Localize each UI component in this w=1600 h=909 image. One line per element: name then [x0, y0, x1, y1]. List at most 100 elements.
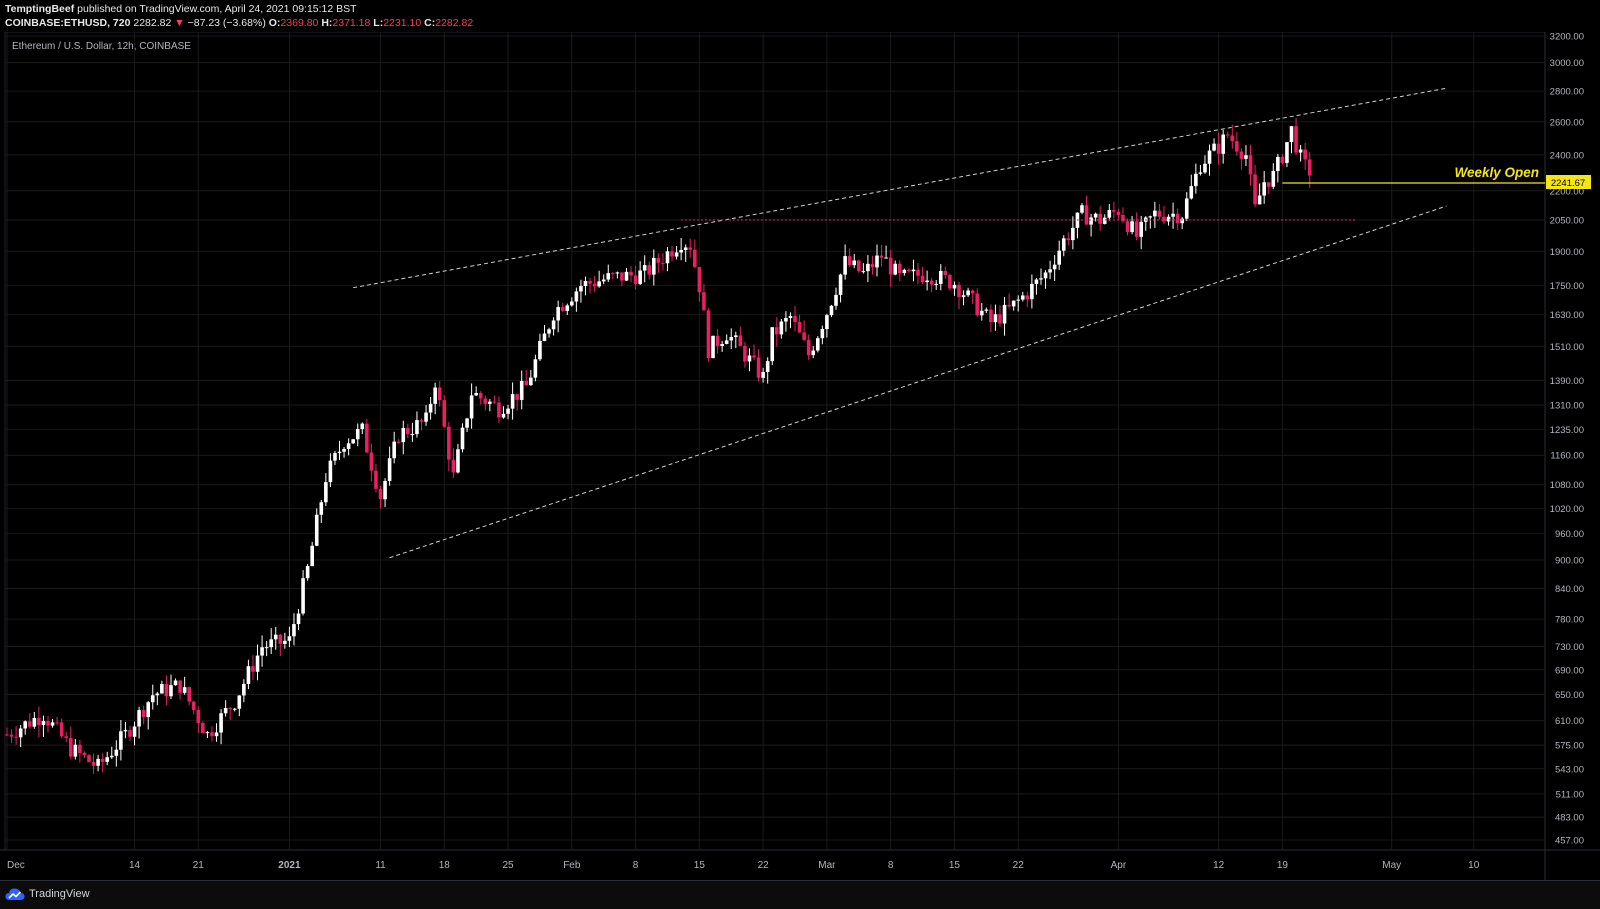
- candle-body: [114, 749, 119, 756]
- channel-lower-trendline[interactable]: [389, 205, 1447, 559]
- candle-body: [223, 708, 228, 714]
- candle-body: [706, 310, 711, 359]
- candle-body: [205, 732, 210, 734]
- candle-body: [173, 680, 178, 686]
- candle-body: [770, 327, 775, 362]
- author-name[interactable]: TemptingBeef: [5, 3, 75, 15]
- candle-body: [1303, 149, 1307, 160]
- candle-body: [774, 327, 779, 335]
- candle-body: [1020, 295, 1025, 300]
- candle-body: [319, 502, 324, 515]
- trendlines[interactable]: [353, 87, 1447, 559]
- published-text: published on TradingView.com, April 24, …: [77, 3, 357, 15]
- candle-body: [879, 255, 884, 258]
- candle-body: [1007, 304, 1011, 307]
- candle-body: [611, 273, 615, 275]
- candle-body: [91, 761, 96, 766]
- candle-body: [447, 426, 451, 460]
- candle-body: [993, 314, 998, 323]
- candle-body: [1121, 214, 1125, 222]
- candle-body: [1016, 299, 1021, 301]
- y-tick-label: 2200.00: [1550, 186, 1584, 197]
- horizontal-levels[interactable]: [681, 182, 1545, 221]
- candle-body: [861, 271, 866, 273]
- candle-body: [1011, 300, 1016, 307]
- y-tick-label: 1390.00: [1550, 376, 1584, 387]
- tradingview-logo[interactable]: TradingView: [5, 887, 90, 901]
- symbol-label[interactable]: COINBASE:ETHUSD, 720: [5, 17, 131, 29]
- candle-body: [998, 314, 1002, 324]
- candle-body: [492, 401, 497, 403]
- candle-body: [765, 361, 770, 373]
- candle-body: [938, 270, 943, 284]
- channel-upper-trendline[interactable]: [353, 87, 1447, 289]
- candle-body: [1093, 213, 1098, 218]
- y-tick-label: 1020.00: [1550, 504, 1584, 515]
- candle-body: [365, 423, 369, 453]
- x-tick-label: 19: [1277, 860, 1289, 871]
- chart-title: Ethereum / U.S. Dollar, 12h, COINBASE: [12, 41, 191, 52]
- candle-body: [369, 452, 374, 471]
- candle-body: [456, 449, 460, 473]
- candle-body: [802, 332, 806, 340]
- candle-body: [310, 545, 314, 567]
- y-tick-label: 690.00: [1555, 665, 1584, 676]
- candle-body: [1266, 182, 1271, 187]
- candle-body: [324, 482, 328, 503]
- candle-body: [68, 737, 73, 757]
- candle-body: [565, 305, 570, 311]
- time-axis[interactable]: Dec 14 21 2021 11 18 25 Feb 8 15 22 Mar 8 15 22 Apr 12 19…: [7, 860, 1480, 871]
- candle-body: [747, 355, 752, 362]
- publish-info: TemptingBeef published on TradingView.co…: [5, 3, 357, 15]
- candle-body: [1276, 156, 1280, 172]
- candle-body: [720, 343, 724, 347]
- x-tick-label: Apr: [1111, 860, 1127, 871]
- candle-body: [305, 566, 310, 579]
- candle-body: [123, 729, 128, 732]
- candle-body: [191, 701, 196, 710]
- cloud-icon: [5, 888, 25, 900]
- candle-body: [702, 292, 706, 311]
- candle-body: [1271, 171, 1276, 187]
- x-tick-label: 15: [949, 860, 961, 871]
- candle-body: [346, 443, 351, 449]
- y-tick-label: 457.00: [1555, 836, 1584, 847]
- candle-body: [273, 634, 278, 640]
- candle-body: [465, 418, 469, 428]
- candle-body: [834, 294, 838, 306]
- candle-body: [406, 427, 410, 435]
- candle-body: [1207, 150, 1212, 164]
- candle-body: [1230, 135, 1235, 142]
- candle-body: [633, 275, 638, 284]
- candle-body: [424, 412, 428, 422]
- candle-body: [652, 257, 656, 275]
- price-axis[interactable]: 457.00 483.00 511.00 543.00 575.00 610.00 650.…: [1550, 32, 1584, 847]
- candle-body: [966, 290, 970, 296]
- candle-body: [59, 722, 64, 737]
- candle-body: [620, 272, 624, 281]
- candle-body: [1002, 304, 1007, 324]
- candle-body: [196, 709, 201, 724]
- candle-body: [957, 284, 961, 298]
- candle-body: [679, 249, 683, 253]
- candle-body: [1116, 211, 1121, 215]
- candle-body: [105, 757, 110, 762]
- x-tick-label: 25: [502, 860, 514, 871]
- candle-body: [674, 252, 679, 257]
- candle-body: [383, 481, 387, 500]
- candle-body: [756, 357, 761, 378]
- candle-body: [638, 270, 642, 284]
- candle-body: [934, 283, 939, 285]
- candle-body: [37, 717, 41, 725]
- candle-body: [132, 726, 137, 737]
- candle-body: [314, 514, 319, 546]
- candle-body: [820, 328, 825, 339]
- price-chart[interactable]: Ethereum / U.S. Dollar, 12h, COINBASE 45…: [0, 32, 1600, 880]
- candle-body: [866, 263, 870, 272]
- close-value: 2282.82: [435, 17, 474, 29]
- y-tick-label: 2400.00: [1550, 150, 1584, 161]
- candle-body: [5, 734, 9, 736]
- candle-body: [1221, 134, 1225, 154]
- candle-body: [146, 702, 151, 718]
- candle-body: [1239, 151, 1244, 159]
